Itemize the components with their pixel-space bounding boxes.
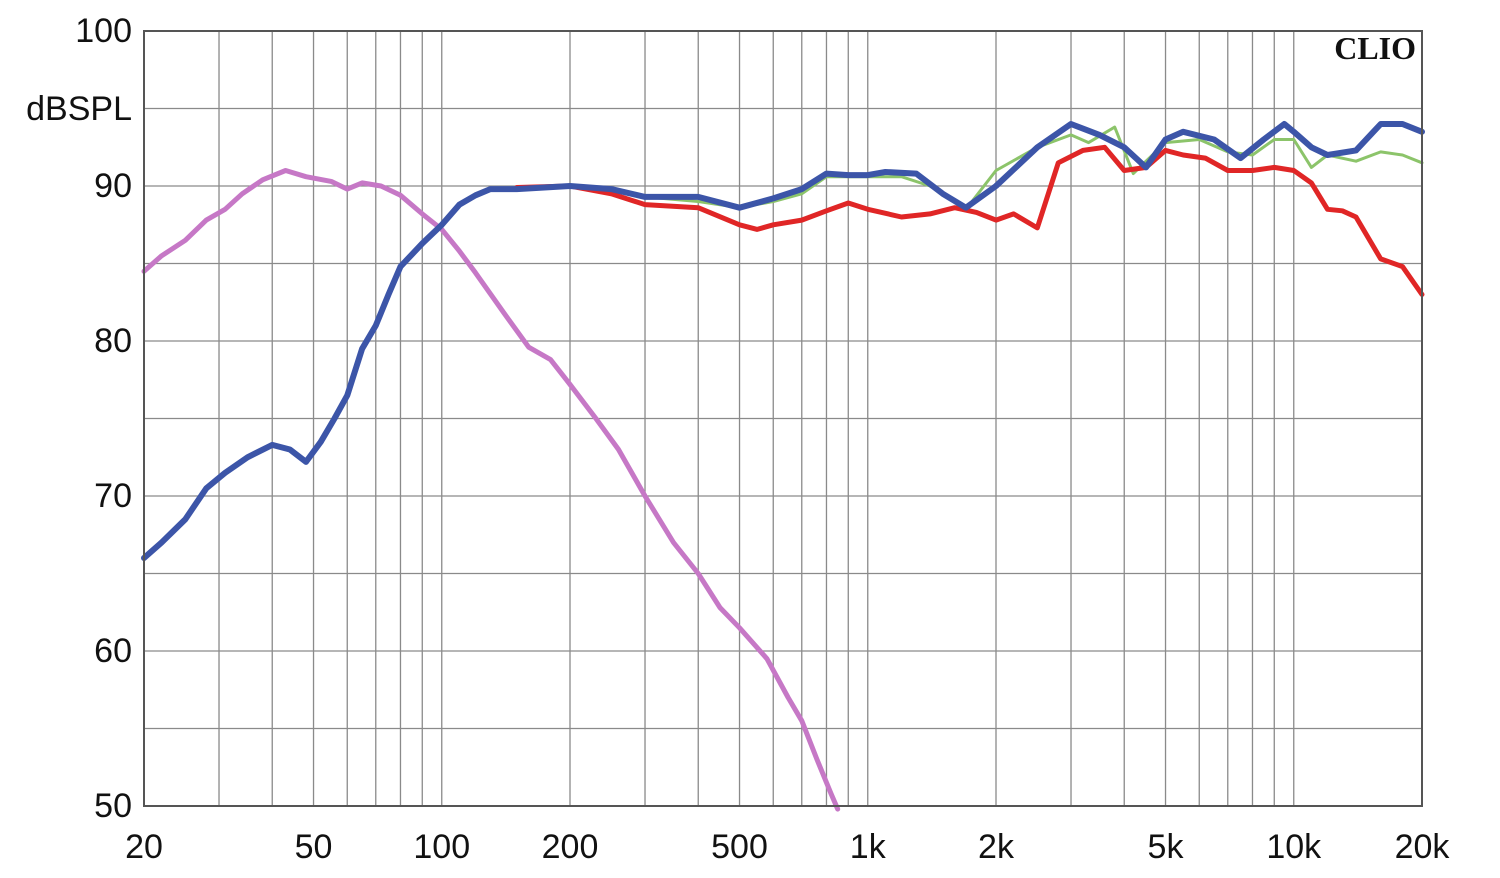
x-tick-label: 20k [1395, 828, 1451, 866]
y-tick-label: 50 [94, 787, 132, 825]
x-tick-label: 500 [711, 828, 768, 866]
response-curve-1 [141, 168, 841, 812]
x-tick-label: 1k [850, 828, 887, 866]
x-tick-label: 100 [413, 828, 470, 866]
response-curve-4 [141, 121, 1425, 561]
x-tick-label: 200 [542, 828, 599, 866]
series-layer [141, 121, 1425, 812]
x-tick-label: 5k [1148, 828, 1185, 866]
y-axis-unit-label: dBSPL [26, 90, 132, 128]
y-tick-label: 100 [75, 12, 132, 50]
grid [144, 31, 1422, 806]
x-tick-label: 10k [1266, 828, 1322, 866]
clio-brand-label: CLIO [1334, 30, 1416, 66]
y-tick-label: 80 [94, 322, 132, 360]
y-tick-label: 60 [94, 632, 132, 670]
y-tick-label: 90 [94, 167, 132, 205]
x-tick-label: 20 [125, 828, 163, 866]
y-tick-label: 70 [94, 477, 132, 515]
plot-frame [143, 30, 1423, 807]
x-tick-label: 50 [295, 828, 333, 866]
response-curve-3 [514, 144, 1425, 297]
x-tick-label: 2k [978, 828, 1015, 866]
